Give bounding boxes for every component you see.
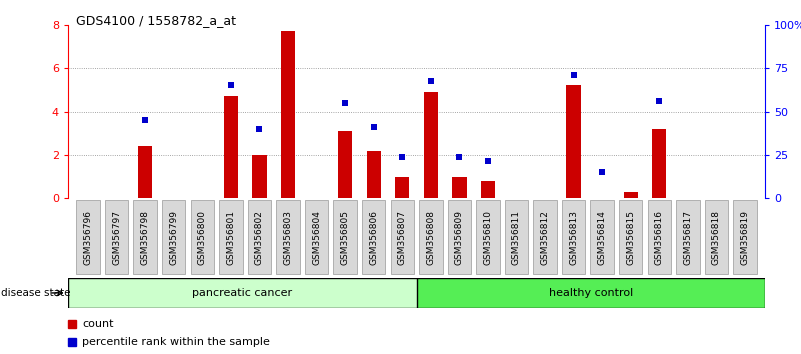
Bar xyxy=(362,200,385,274)
Bar xyxy=(252,155,267,198)
Bar xyxy=(448,200,471,274)
Text: GSM356816: GSM356816 xyxy=(654,210,664,265)
Bar xyxy=(276,200,300,274)
Text: GSM356804: GSM356804 xyxy=(312,210,321,265)
Bar xyxy=(391,200,414,274)
Text: GSM356803: GSM356803 xyxy=(284,210,292,265)
Text: GSM356814: GSM356814 xyxy=(598,210,606,265)
Bar xyxy=(566,85,581,198)
Bar xyxy=(105,200,128,274)
Bar xyxy=(624,192,638,198)
Bar xyxy=(676,200,699,274)
Bar xyxy=(590,200,614,274)
Bar xyxy=(417,278,765,308)
Bar xyxy=(453,177,466,198)
Bar xyxy=(223,96,238,198)
Text: percentile rank within the sample: percentile rank within the sample xyxy=(82,337,270,347)
Text: healthy control: healthy control xyxy=(549,288,633,298)
Bar xyxy=(533,200,557,274)
Text: disease state: disease state xyxy=(1,288,70,298)
Bar xyxy=(76,200,100,274)
Bar xyxy=(134,200,157,274)
Text: pancreatic cancer: pancreatic cancer xyxy=(192,288,292,298)
Text: GSM356811: GSM356811 xyxy=(512,210,521,265)
Text: GSM356808: GSM356808 xyxy=(426,210,435,265)
Text: GSM356812: GSM356812 xyxy=(541,210,549,265)
Text: GSM356819: GSM356819 xyxy=(740,210,750,265)
Text: GSM356796: GSM356796 xyxy=(83,210,93,265)
Text: GSM356818: GSM356818 xyxy=(712,210,721,265)
Bar xyxy=(191,200,214,274)
Text: GDS4100 / 1558782_a_at: GDS4100 / 1558782_a_at xyxy=(76,14,236,27)
Bar xyxy=(619,200,642,274)
Bar xyxy=(419,200,442,274)
Bar xyxy=(305,200,328,274)
Text: GSM356810: GSM356810 xyxy=(484,210,493,265)
Bar xyxy=(733,200,757,274)
Text: GSM356798: GSM356798 xyxy=(141,210,150,265)
Bar xyxy=(477,200,500,274)
Text: GSM356815: GSM356815 xyxy=(626,210,635,265)
Bar xyxy=(652,129,666,198)
Text: count: count xyxy=(82,319,114,329)
Bar xyxy=(505,200,528,274)
Bar xyxy=(647,200,671,274)
Text: GSM356807: GSM356807 xyxy=(398,210,407,265)
Bar xyxy=(395,177,409,198)
Text: GSM356802: GSM356802 xyxy=(255,210,264,265)
Bar xyxy=(338,131,352,198)
Text: GSM356809: GSM356809 xyxy=(455,210,464,265)
Text: GSM356806: GSM356806 xyxy=(369,210,378,265)
Text: GSM356813: GSM356813 xyxy=(569,210,578,265)
Text: GSM356797: GSM356797 xyxy=(112,210,121,265)
Bar xyxy=(68,278,417,308)
Text: GSM356800: GSM356800 xyxy=(198,210,207,265)
Bar xyxy=(138,146,152,198)
Text: GSM356817: GSM356817 xyxy=(683,210,692,265)
Bar xyxy=(424,92,438,198)
Bar xyxy=(481,181,495,198)
Bar xyxy=(162,200,186,274)
Bar xyxy=(705,200,728,274)
Bar xyxy=(248,200,272,274)
Text: GSM356805: GSM356805 xyxy=(340,210,349,265)
Bar xyxy=(333,200,356,274)
Bar xyxy=(281,31,295,198)
Bar xyxy=(367,150,380,198)
Text: GSM356799: GSM356799 xyxy=(169,210,179,265)
Bar xyxy=(562,200,586,274)
Bar xyxy=(219,200,243,274)
Text: GSM356801: GSM356801 xyxy=(227,210,235,265)
